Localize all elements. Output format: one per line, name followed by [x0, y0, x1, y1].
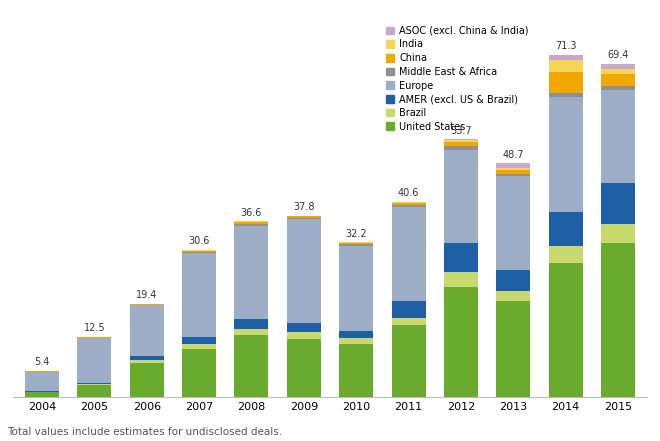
Legend: ASOC (excl. China & India), India, China, Middle East & Africa, Europe, AMER (ex: ASOC (excl. China & India), India, China… [385, 26, 529, 131]
Bar [444, 140, 478, 142]
Bar [391, 325, 426, 397]
Text: 71.3: 71.3 [555, 41, 576, 51]
Text: 37.8: 37.8 [293, 202, 315, 212]
Bar [287, 332, 321, 340]
Bar [548, 212, 583, 246]
Bar [182, 344, 216, 349]
Bar [496, 270, 530, 292]
Text: 12.5: 12.5 [84, 323, 105, 333]
Bar [548, 60, 583, 72]
Bar [444, 146, 478, 150]
Bar [496, 163, 530, 168]
Bar [130, 304, 164, 305]
Bar [548, 262, 583, 397]
Text: Total values include estimates for undisclosed deals.: Total values include estimates for undis… [7, 426, 282, 437]
Bar [391, 203, 426, 205]
Bar [601, 243, 635, 397]
Text: 48.7: 48.7 [502, 149, 524, 160]
Bar [77, 338, 112, 382]
Bar [339, 331, 373, 338]
Bar [25, 392, 59, 397]
Text: 40.6: 40.6 [398, 188, 419, 198]
Bar [391, 202, 426, 203]
Bar [182, 337, 216, 344]
Bar [444, 243, 478, 272]
Bar [234, 226, 269, 319]
Text: 32.2: 32.2 [345, 228, 367, 239]
Bar [234, 329, 269, 335]
Text: 69.4: 69.4 [607, 50, 629, 60]
Bar [548, 246, 583, 262]
Bar [601, 64, 635, 69]
Bar [444, 142, 478, 146]
Bar [77, 384, 112, 385]
Bar [391, 301, 426, 318]
Bar [496, 170, 530, 174]
Bar [25, 373, 59, 391]
Bar [444, 139, 478, 140]
Bar [548, 72, 583, 93]
Bar [77, 385, 112, 397]
Bar [77, 337, 112, 338]
Bar [601, 183, 635, 224]
Bar [548, 93, 583, 97]
Bar [444, 272, 478, 287]
Bar [182, 253, 216, 337]
Bar [234, 222, 269, 224]
Text: 5.4: 5.4 [34, 357, 50, 367]
Text: 30.6: 30.6 [188, 236, 210, 247]
Bar [496, 292, 530, 301]
Bar [25, 372, 59, 373]
Bar [130, 363, 164, 397]
Bar [444, 150, 478, 243]
Bar [234, 224, 269, 226]
Bar [601, 74, 635, 86]
Bar [25, 391, 59, 392]
Bar [182, 349, 216, 397]
Bar [182, 250, 216, 251]
Bar [25, 371, 59, 372]
Bar [391, 205, 426, 207]
Bar [130, 355, 164, 360]
Bar [391, 318, 426, 325]
Bar [130, 360, 164, 363]
Bar [339, 338, 373, 344]
Bar [287, 220, 321, 322]
Bar [234, 335, 269, 397]
Bar [234, 319, 269, 329]
Bar [601, 69, 635, 74]
Bar [444, 287, 478, 397]
Bar [601, 224, 635, 243]
Bar [339, 244, 373, 246]
Bar [548, 55, 583, 60]
Bar [496, 301, 530, 397]
Bar [77, 382, 112, 384]
Bar [496, 168, 530, 170]
Bar [182, 251, 216, 253]
Bar [339, 243, 373, 244]
Bar [339, 344, 373, 397]
Text: 36.6: 36.6 [241, 208, 262, 217]
Bar [339, 246, 373, 331]
Text: 19.4: 19.4 [136, 290, 158, 300]
Bar [548, 97, 583, 212]
Text: 53.7: 53.7 [450, 126, 472, 135]
Bar [601, 86, 635, 90]
Bar [496, 176, 530, 270]
Bar [391, 207, 426, 301]
Bar [287, 217, 321, 220]
Bar [234, 221, 269, 222]
Bar [601, 90, 635, 183]
Bar [130, 305, 164, 355]
Bar [287, 322, 321, 332]
Bar [496, 174, 530, 176]
Bar [287, 340, 321, 397]
Bar [287, 216, 321, 217]
